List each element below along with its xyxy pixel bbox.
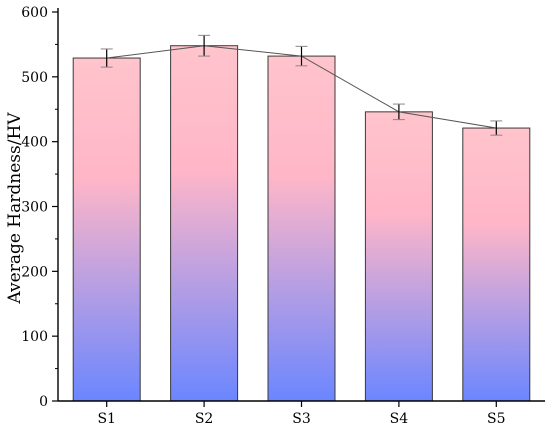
error-bar-s1 [100, 48, 113, 68]
axes-layer: 0 100 200 300 400 500 600 S1 S2 S3 S4 S5 [21, 5, 545, 427]
x-tick-label: S3 [292, 411, 311, 427]
error-bar-s4 [392, 103, 405, 121]
y-tick-label: 200 [21, 264, 48, 280]
error-bars-layer [100, 34, 503, 136]
y-tick-label: 300 [21, 200, 48, 216]
y-tick-label: 500 [21, 70, 48, 86]
x-tick-label: S1 [97, 411, 116, 427]
y-axis-title: Average Hardness/HV [5, 112, 25, 305]
bar-s3 [267, 55, 336, 402]
bar-s5 [462, 127, 531, 402]
x-tick-label: S5 [487, 411, 506, 427]
error-bar-s3 [295, 45, 308, 67]
y-tick-label: 400 [21, 135, 48, 151]
y-tick-label: 0 [39, 394, 48, 410]
x-tick-label: S4 [390, 411, 409, 427]
y-tick-label: 100 [21, 329, 48, 345]
bar-s4 [364, 111, 433, 402]
bar-s2 [170, 45, 239, 402]
error-bar-s5 [490, 120, 503, 136]
x-tick-label: S2 [195, 411, 214, 427]
bar-s1 [72, 57, 141, 402]
error-bar-s2 [198, 34, 211, 57]
y-tick-label: 600 [21, 5, 48, 21]
bars-layer [72, 45, 531, 402]
